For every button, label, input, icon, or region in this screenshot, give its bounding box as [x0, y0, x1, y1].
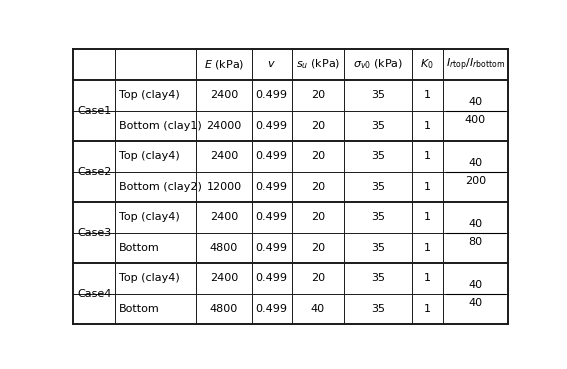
Text: 24000: 24000 [206, 121, 242, 131]
Text: 35: 35 [371, 304, 385, 314]
Text: Bottom (clay1): Bottom (clay1) [119, 121, 202, 131]
Text: 0.499: 0.499 [256, 304, 287, 314]
Text: Bottom (clay2): Bottom (clay2) [119, 182, 202, 192]
Text: 1: 1 [424, 90, 431, 100]
Text: Case1: Case1 [77, 106, 111, 116]
Text: Top (clay4): Top (clay4) [119, 273, 180, 283]
Text: 0.499: 0.499 [256, 151, 287, 162]
Text: 2400: 2400 [210, 151, 238, 162]
Text: 1: 1 [424, 273, 431, 283]
Text: 1: 1 [424, 151, 431, 162]
Text: 20: 20 [311, 121, 325, 131]
Text: Top (clay4): Top (clay4) [119, 90, 180, 100]
Text: 35: 35 [371, 90, 385, 100]
Text: 2400: 2400 [210, 90, 238, 100]
Text: 35: 35 [371, 273, 385, 283]
Text: 0.499: 0.499 [256, 90, 287, 100]
Text: $v$: $v$ [268, 59, 276, 69]
Text: 20: 20 [311, 273, 325, 283]
Text: $I_{r\mathrm{top}}/I_{r\mathrm{bottom}}$: $I_{r\mathrm{top}}/I_{r\mathrm{bottom}}$ [446, 56, 505, 73]
Text: 35: 35 [371, 121, 385, 131]
Text: 0.499: 0.499 [256, 243, 287, 253]
Text: 35: 35 [371, 213, 385, 223]
Text: 20: 20 [311, 182, 325, 192]
Text: 20: 20 [311, 90, 325, 100]
Text: 1: 1 [424, 182, 431, 192]
Text: 4800: 4800 [210, 304, 238, 314]
Text: 0.499: 0.499 [256, 273, 287, 283]
Text: 35: 35 [371, 182, 385, 192]
Text: 20: 20 [311, 213, 325, 223]
Text: 0.499: 0.499 [256, 213, 287, 223]
Text: 1: 1 [424, 243, 431, 253]
Text: Top (clay4): Top (clay4) [119, 151, 180, 162]
Text: $\sigma_{v0}$ (kPa): $\sigma_{v0}$ (kPa) [353, 58, 403, 71]
Text: Bottom: Bottom [119, 304, 160, 314]
Text: 40: 40 [311, 304, 325, 314]
Text: Case3: Case3 [77, 228, 111, 238]
Text: 35: 35 [371, 151, 385, 162]
Text: $s_u$ (kPa): $s_u$ (kPa) [296, 58, 340, 71]
Text: 400: 400 [465, 115, 486, 125]
Text: 200: 200 [465, 176, 486, 186]
Text: 1: 1 [424, 213, 431, 223]
Text: 20: 20 [311, 243, 325, 253]
Text: 12000: 12000 [206, 182, 242, 192]
Text: 40: 40 [468, 218, 483, 228]
Text: Case4: Case4 [77, 289, 112, 299]
Text: $K_0$: $K_0$ [420, 58, 434, 71]
Text: 35: 35 [371, 243, 385, 253]
Text: 20: 20 [311, 151, 325, 162]
Text: 40: 40 [468, 298, 483, 308]
Text: 0.499: 0.499 [256, 182, 287, 192]
Text: 40: 40 [468, 158, 483, 168]
Text: 4800: 4800 [210, 243, 238, 253]
Text: 2400: 2400 [210, 213, 238, 223]
Text: 40: 40 [468, 279, 483, 290]
Text: 1: 1 [424, 121, 431, 131]
Text: 2400: 2400 [210, 273, 238, 283]
Text: 80: 80 [468, 237, 483, 247]
Text: Case2: Case2 [77, 167, 112, 177]
Text: 40: 40 [468, 97, 483, 107]
Text: Bottom: Bottom [119, 243, 160, 253]
Text: 0.499: 0.499 [256, 121, 287, 131]
Text: Top (clay4): Top (clay4) [119, 213, 180, 223]
Text: 1: 1 [424, 304, 431, 314]
Text: $E$ (kPa): $E$ (kPa) [204, 58, 244, 71]
